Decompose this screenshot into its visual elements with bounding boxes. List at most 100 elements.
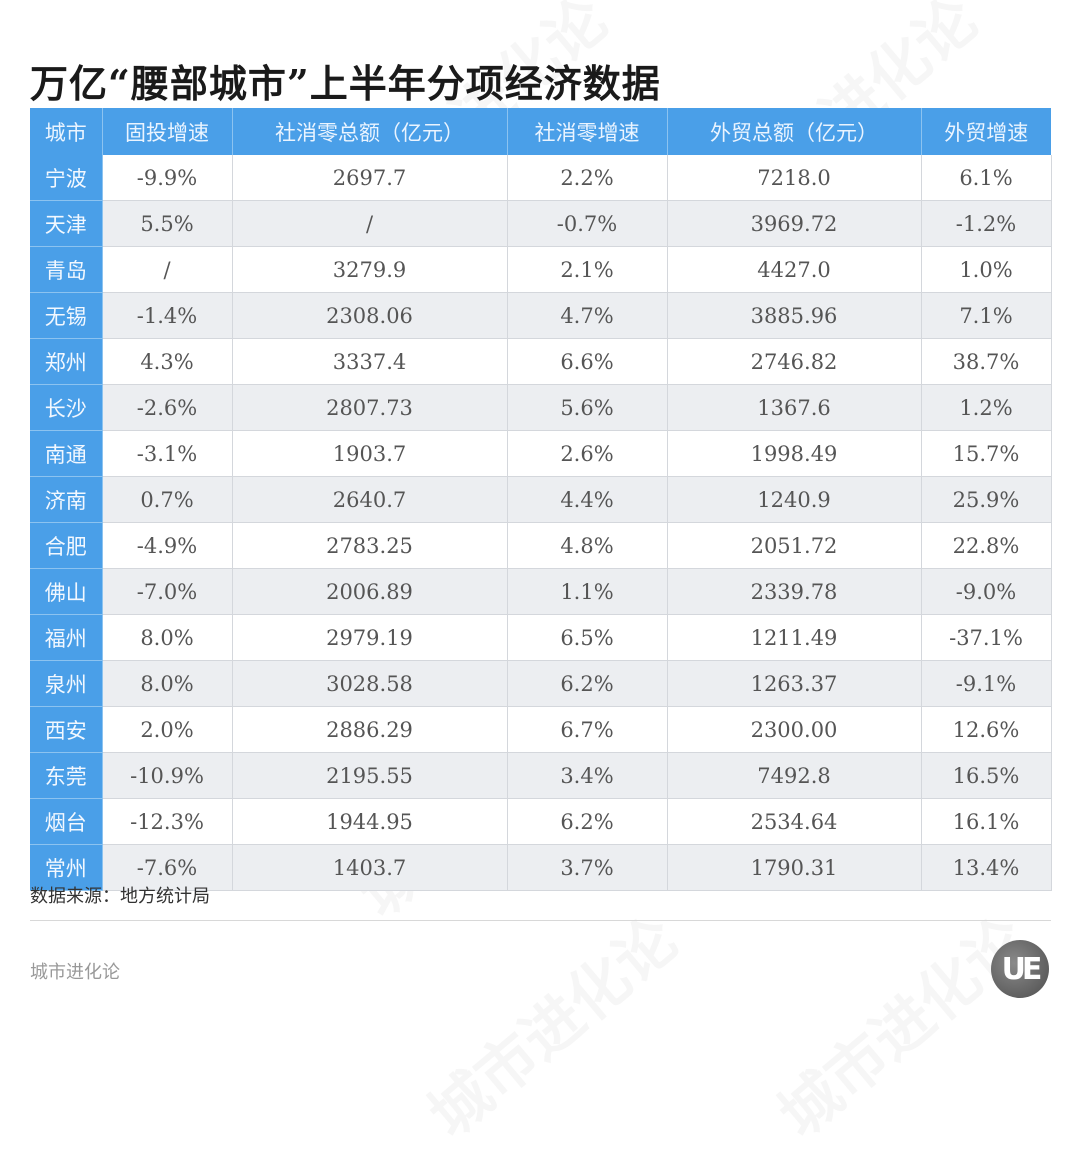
cell-retail-sales-growth: 4.8% bbox=[507, 522, 668, 569]
data-source-note: 数据来源：地方统计局 bbox=[30, 886, 210, 907]
cell-foreign-trade-growth: -37.1% bbox=[921, 614, 1052, 661]
watermark: 城市进化论 bbox=[407, 894, 693, 1153]
cell-foreign-trade-growth: 22.8% bbox=[921, 522, 1052, 569]
cell-foreign-trade-total: 7492.8 bbox=[667, 752, 922, 799]
cell-fixed-investment-growth: -7.0% bbox=[102, 568, 233, 615]
cell-fixed-investment-growth: -12.3% bbox=[102, 798, 233, 845]
cell-fixed-investment-growth: 5.5% bbox=[102, 200, 233, 247]
table-row: 长沙 -2.6% 2807.73 5.6% 1367.6 1.2% bbox=[30, 384, 1052, 431]
table-row: 无锡 -1.4% 2308.06 4.7% 3885.96 7.1% bbox=[30, 292, 1052, 339]
cell-foreign-trade-growth: -1.2% bbox=[921, 200, 1052, 247]
cell-city: 福州 bbox=[30, 614, 103, 661]
cell-retail-sales-total: 2006.89 bbox=[232, 568, 508, 615]
cell-city: 天津 bbox=[30, 200, 103, 247]
cell-fixed-investment-growth: 0.7% bbox=[102, 476, 233, 523]
cell-retail-sales-growth: 2.2% bbox=[507, 155, 668, 201]
cell-foreign-trade-total: 1790.31 bbox=[667, 844, 922, 891]
cell-fixed-investment-growth: 8.0% bbox=[102, 660, 233, 707]
table-row: 宁波 -9.9% 2697.7 2.2% 7218.0 6.1% bbox=[30, 155, 1052, 201]
cell-retail-sales-growth: 2.1% bbox=[507, 246, 668, 293]
cell-retail-sales-growth: -0.7% bbox=[507, 200, 668, 247]
cell-city: 佛山 bbox=[30, 568, 103, 615]
economic-data-table: 城市 固投增速 社消零总额（亿元） 社消零增速 外贸总额（亿元） 外贸增速 宁波… bbox=[30, 108, 1052, 891]
cell-retail-sales-total: 2783.25 bbox=[232, 522, 508, 569]
cell-foreign-trade-total: 1998.49 bbox=[667, 430, 922, 477]
table-row: 合肥 -4.9% 2783.25 4.8% 2051.72 22.8% bbox=[30, 522, 1052, 569]
cell-foreign-trade-total: 2300.00 bbox=[667, 706, 922, 753]
cell-retail-sales-total: 2308.06 bbox=[232, 292, 508, 339]
cell-foreign-trade-growth: 16.1% bbox=[921, 798, 1052, 845]
cell-city: 无锡 bbox=[30, 292, 103, 339]
cell-foreign-trade-total: 1240.9 bbox=[667, 476, 922, 523]
cell-retail-sales-total: 1903.7 bbox=[232, 430, 508, 477]
table-row: 天津 5.5% / -0.7% 3969.72 -1.2% bbox=[30, 200, 1052, 247]
cell-fixed-investment-growth: 4.3% bbox=[102, 338, 233, 385]
cell-foreign-trade-total: 7218.0 bbox=[667, 155, 922, 201]
cell-fixed-investment-growth: -2.6% bbox=[102, 384, 233, 431]
cell-foreign-trade-growth: 7.1% bbox=[921, 292, 1052, 339]
cell-city: 宁波 bbox=[30, 155, 103, 201]
header-retail-sales-growth: 社消零增速 bbox=[507, 108, 668, 155]
cell-foreign-trade-total: 2534.64 bbox=[667, 798, 922, 845]
table-row: 东莞 -10.9% 2195.55 3.4% 7492.8 16.5% bbox=[30, 752, 1052, 799]
cell-city: 济南 bbox=[30, 476, 103, 523]
cell-foreign-trade-growth: 12.6% bbox=[921, 706, 1052, 753]
header-fixed-investment-growth: 固投增速 bbox=[102, 108, 233, 155]
header-city: 城市 bbox=[30, 108, 103, 155]
cell-retail-sales-growth: 5.6% bbox=[507, 384, 668, 431]
cell-foreign-trade-total: 4427.0 bbox=[667, 246, 922, 293]
cell-retail-sales-total: 3028.58 bbox=[232, 660, 508, 707]
table-row: 佛山 -7.0% 2006.89 1.1% 2339.78 -9.0% bbox=[30, 568, 1052, 615]
cell-fixed-investment-growth: / bbox=[102, 246, 233, 293]
table-row: 常州 -7.6% 1403.7 3.7% 1790.31 13.4% bbox=[30, 844, 1052, 891]
header-foreign-trade-total: 外贸总额（亿元） bbox=[667, 108, 922, 155]
cell-retail-sales-growth: 3.7% bbox=[507, 844, 668, 891]
cell-retail-sales-growth: 4.7% bbox=[507, 292, 668, 339]
cell-fixed-investment-growth: -7.6% bbox=[102, 844, 233, 891]
cell-retail-sales-growth: 4.4% bbox=[507, 476, 668, 523]
cell-foreign-trade-growth: 6.1% bbox=[921, 155, 1052, 201]
cell-city: 长沙 bbox=[30, 384, 103, 431]
cell-fixed-investment-growth: -1.4% bbox=[102, 292, 233, 339]
table-row: 济南 0.7% 2640.7 4.4% 1240.9 25.9% bbox=[30, 476, 1052, 523]
cell-city: 西安 bbox=[30, 706, 103, 753]
header-retail-sales-total: 社消零总额（亿元） bbox=[232, 108, 508, 155]
cell-city: 合肥 bbox=[30, 522, 103, 569]
table-row: 青岛/3279.9 2.1% 4427.0 1.0% bbox=[30, 246, 1052, 293]
table-row: 郑州 4.3% 3337.4 6.6% 2746.82 38.7% bbox=[30, 338, 1052, 385]
cell-foreign-trade-growth: 15.7% bbox=[921, 430, 1052, 477]
cell-retail-sales-growth: 6.6% bbox=[507, 338, 668, 385]
cell-foreign-trade-growth: 1.0% bbox=[921, 246, 1052, 293]
cell-foreign-trade-total: 2746.82 bbox=[667, 338, 922, 385]
cell-city: 常州 bbox=[30, 844, 103, 891]
divider bbox=[30, 920, 1051, 921]
cell-foreign-trade-total: 1211.49 bbox=[667, 614, 922, 661]
cell-foreign-trade-growth: 1.2% bbox=[921, 384, 1052, 431]
cell-retail-sales-total: 3279.9 bbox=[232, 246, 508, 293]
cell-fixed-investment-growth: -10.9% bbox=[102, 752, 233, 799]
cell-retail-sales-growth: 6.7% bbox=[507, 706, 668, 753]
cell-foreign-trade-growth: -9.1% bbox=[921, 660, 1052, 707]
cell-retail-sales-total: 2807.73 bbox=[232, 384, 508, 431]
brand-name: 城市进化论 bbox=[30, 962, 120, 983]
brand-logo-icon: UE bbox=[991, 940, 1049, 998]
cell-foreign-trade-growth: 16.5% bbox=[921, 752, 1052, 799]
cell-retail-sales-total: 2640.7 bbox=[232, 476, 508, 523]
cell-fixed-investment-growth: -4.9% bbox=[102, 522, 233, 569]
cell-retail-sales-growth: 6.5% bbox=[507, 614, 668, 661]
page-title: 万亿“腰部城市”上半年分项经济数据 bbox=[30, 61, 661, 107]
cell-retail-sales-growth: 2.6% bbox=[507, 430, 668, 477]
cell-foreign-trade-growth: 38.7% bbox=[921, 338, 1052, 385]
cell-retail-sales-total: 1944.95 bbox=[232, 798, 508, 845]
cell-foreign-trade-growth: -9.0% bbox=[921, 568, 1052, 615]
cell-retail-sales-growth: 1.1% bbox=[507, 568, 668, 615]
cell-retail-sales-total: 2886.29 bbox=[232, 706, 508, 753]
cell-retail-sales-total: 2979.19 bbox=[232, 614, 508, 661]
cell-foreign-trade-total: 1367.6 bbox=[667, 384, 922, 431]
cell-city: 泉州 bbox=[30, 660, 103, 707]
cell-city: 郑州 bbox=[30, 338, 103, 385]
table-row: 福州 8.0% 2979.19 6.5% 1211.49 -37.1% bbox=[30, 614, 1052, 661]
cell-fixed-investment-growth: 2.0% bbox=[102, 706, 233, 753]
cell-retail-sales-growth: 6.2% bbox=[507, 798, 668, 845]
cell-fixed-investment-growth: -3.1% bbox=[102, 430, 233, 477]
